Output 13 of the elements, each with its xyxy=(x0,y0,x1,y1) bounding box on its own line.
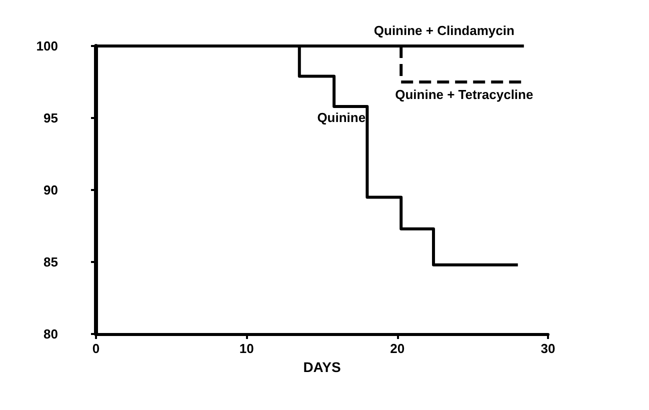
series-label: Quinine + Clindamycin xyxy=(374,23,514,38)
series-label: Quinine + Tetracycline xyxy=(395,87,534,102)
y-tick-label: 100 xyxy=(36,38,58,54)
y-tick-label: 95 xyxy=(44,110,58,126)
x-tick-label: 30 xyxy=(540,341,556,356)
x-axis-title: DAYS xyxy=(303,359,341,375)
x-tick-label: 10 xyxy=(239,341,254,356)
series-label: Quinine xyxy=(317,110,366,126)
x-tick-label: 0 xyxy=(92,341,100,356)
x-tick-label: 20 xyxy=(390,341,405,356)
y-tick-label: 90 xyxy=(44,182,58,198)
y-tick-label: 85 xyxy=(44,254,58,270)
y-tick-label: 80 xyxy=(44,326,58,342)
